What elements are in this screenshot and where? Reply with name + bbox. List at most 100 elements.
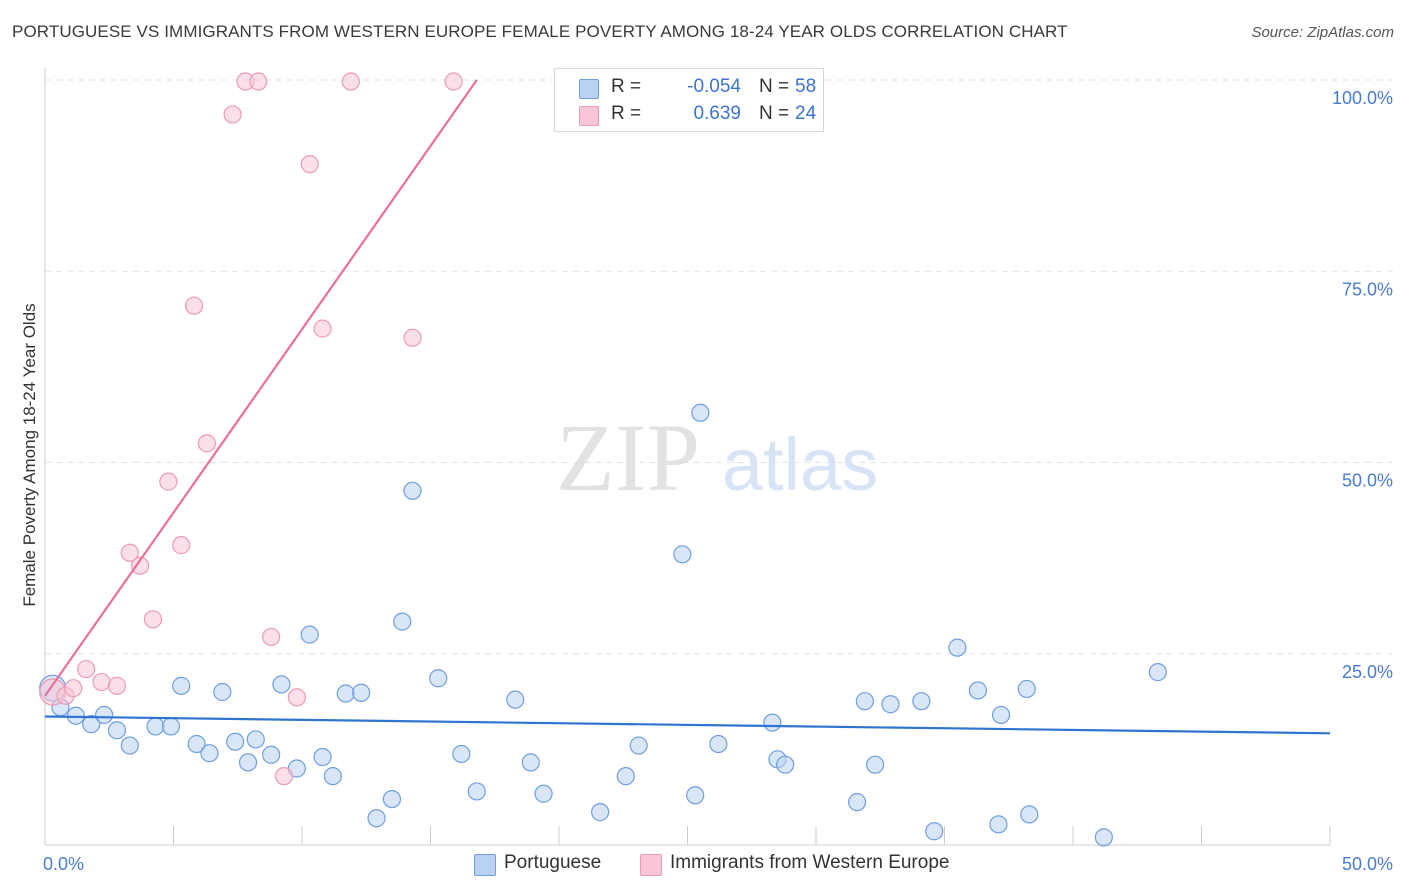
data-point <box>287 688 306 707</box>
data-point <box>172 676 191 695</box>
data-point <box>393 612 412 631</box>
data-point <box>143 610 163 629</box>
y-tick-label: 50.0% <box>1342 471 1393 491</box>
watermark: ZIP atlas <box>556 404 878 511</box>
trend-lines <box>44 79 1331 735</box>
data-point <box>534 784 553 803</box>
data-point <box>948 638 967 657</box>
data-point <box>467 782 486 801</box>
data-point <box>776 755 795 774</box>
data-point <box>246 730 265 749</box>
trend-line <box>44 715 1331 735</box>
trend-line <box>44 79 478 697</box>
data-point <box>262 627 281 647</box>
legend-r-label: R = <box>611 76 642 97</box>
tick-labels: 25.0% 50.0% 75.0% 100.0% 0.0% 50.0% <box>43 88 1393 874</box>
data-point <box>382 789 402 809</box>
legend-swatch-pink <box>579 106 599 126</box>
data-point <box>238 753 258 772</box>
data-point <box>866 755 885 774</box>
data-point <box>262 745 281 764</box>
data-point <box>272 675 291 694</box>
data-point <box>403 481 422 500</box>
data-point <box>1094 828 1113 847</box>
x-tick-label: 50.0% <box>1342 854 1393 874</box>
correlation-legend: R = -0.054 N = 58 R = 0.639 N = 24 <box>554 68 824 132</box>
data-point <box>82 715 101 734</box>
data-point <box>686 786 705 805</box>
data-point <box>352 683 371 702</box>
data-point <box>107 721 127 740</box>
data-point <box>300 625 319 644</box>
data-point <box>300 155 319 174</box>
data-point <box>213 682 232 702</box>
data-point <box>429 669 448 688</box>
series-portuguese <box>39 403 1167 847</box>
data-point <box>200 744 219 763</box>
data-point <box>855 692 874 711</box>
series-immigrants <box>39 72 463 786</box>
data-point <box>64 679 83 698</box>
legend-n-value: 58 <box>795 76 817 97</box>
data-point <box>197 434 217 453</box>
grid-lines <box>45 79 1395 655</box>
data-point <box>249 72 268 91</box>
data-point <box>989 815 1008 834</box>
data-point <box>95 705 114 725</box>
data-point <box>120 736 139 755</box>
data-point <box>691 403 710 422</box>
data-point <box>506 690 525 709</box>
y-tick-label: 100.0% <box>1332 88 1393 108</box>
data-point <box>452 744 471 764</box>
data-point <box>336 684 355 703</box>
data-point <box>709 734 728 754</box>
watermark-zip: ZIP <box>556 404 700 511</box>
data-point <box>120 543 139 562</box>
legend-n-value: 24 <box>795 103 817 124</box>
data-point <box>92 672 111 692</box>
legend-label-immigrants: Immigrants from Western Europe <box>670 852 950 873</box>
data-point <box>187 734 206 754</box>
data-point <box>161 717 181 736</box>
data-point <box>403 328 422 347</box>
legend-r-value: 0.639 <box>693 103 741 124</box>
data-point <box>968 681 988 700</box>
data-point <box>313 747 332 767</box>
legend-swatch-blue <box>579 79 599 99</box>
data-point <box>991 705 1011 725</box>
legend-swatch-blue <box>474 854 496 876</box>
data-point <box>925 822 944 841</box>
data-point <box>1020 805 1039 824</box>
x-tick-label: 0.0% <box>43 854 84 874</box>
data-point <box>367 809 386 828</box>
data-point <box>881 695 900 714</box>
series-legend: Portuguese Immigrants from Western Europ… <box>0 852 1406 878</box>
data-point <box>763 713 782 732</box>
data-point <box>223 105 242 124</box>
data-point <box>274 767 294 786</box>
legend-swatch-pink <box>640 854 662 876</box>
data-point <box>323 767 342 786</box>
legend-r-value: -0.054 <box>687 76 741 97</box>
data-point <box>444 72 463 91</box>
y-axis-label: Female Poverty Among 18-24 Year Olds <box>20 303 39 606</box>
data-point <box>107 676 127 695</box>
data-point <box>848 793 867 812</box>
data-point <box>912 692 931 711</box>
watermark-atlas: atlas <box>722 423 878 506</box>
legend-r-label: R = <box>611 103 642 124</box>
y-tick-label: 75.0% <box>1342 279 1393 299</box>
data-point <box>1017 679 1036 699</box>
data-point <box>313 319 332 338</box>
data-point <box>77 659 96 679</box>
data-point <box>629 736 648 755</box>
data-point <box>616 767 635 786</box>
source-label: Source: ZipAtlas.com <box>1251 24 1394 41</box>
y-tick-label: 25.0% <box>1342 662 1393 682</box>
data-point <box>184 296 204 315</box>
data-point <box>673 545 692 564</box>
chart-title: PORTUGUESE VS IMMIGRANTS FROM WESTERN EU… <box>12 22 1068 41</box>
data-point <box>130 556 150 575</box>
data-point <box>521 753 540 772</box>
